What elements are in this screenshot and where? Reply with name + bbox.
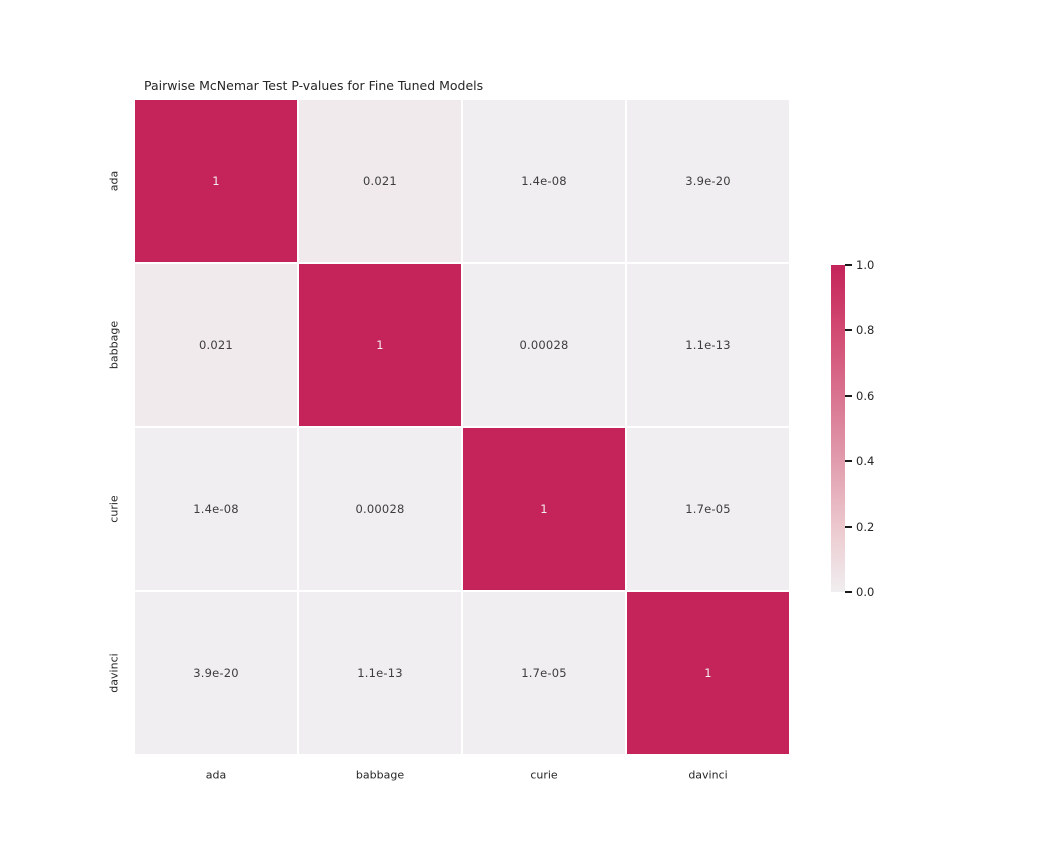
colorbar-tick-mark [845,525,852,528]
colorbar-tick-label-0.4: 0.4 [856,454,875,469]
heatmap-cell-ada-curie: 1.4e-08 [463,100,625,262]
colorbar [831,265,845,592]
heatmap-cell-babbage-davinci: 1.1e-13 [627,264,789,426]
heatmap-cell-davinci-curie: 1.7e-05 [463,592,625,754]
heatmap-cell-curie-curie: 1 [463,428,625,590]
heatmap-cell-curie-davinci: 1.7e-05 [627,428,789,590]
colorbar-tick-label-0.6: 0.6 [856,388,875,403]
y-tick-label-babbage: babbage [107,320,121,370]
heatmap-cell-babbage-ada: 0.021 [135,264,297,426]
x-tick-label-babbage: babbage [355,768,405,782]
colorbar-tick-mark [845,329,852,332]
colorbar-tick-mark [845,460,852,463]
chart-title: Pairwise McNemar Test P-values for Fine … [144,78,484,93]
heatmap-cell-babbage-babbage: 1 [299,264,461,426]
x-tick-label-curie: curie [530,768,558,782]
heatmap-cell-ada-ada: 1 [135,100,297,262]
heatmap-grid: 1 0.021 1.4e-08 3.9e-20 0.021 1 0.00028 1.1e-13… [135,100,789,754]
colorbar-tick-mark [845,264,852,266]
colorbar-tick-label-0.0: 0.0 [856,585,875,599]
heatmap-cell-curie-babbage: 0.00028 [299,428,461,590]
heatmap-cell-davinci-ada: 3.9e-20 [135,592,297,754]
y-tick-label-ada: ada [107,170,121,192]
heatmap-cell-ada-babbage: 0.021 [299,100,461,262]
heatmap-cell-babbage-curie: 0.00028 [463,264,625,426]
y-tick-label-curie: curie [107,495,121,523]
colorbar-tick-label-0.2: 0.2 [856,519,875,534]
heatmap-cell-curie-ada: 1.4e-08 [135,428,297,590]
colorbar-tick-mark [845,394,852,397]
heatmap-cell-ada-davinci: 3.9e-20 [627,100,789,262]
heatmap-cell-davinci-davinci: 1 [627,592,789,754]
colorbar-tick-label-1.0: 1.0 [856,258,875,272]
x-tick-label-davinci: davinci [688,768,728,782]
heatmap-cell-davinci-babbage: 1.1e-13 [299,592,461,754]
y-tick-label-davinci: davinci [107,653,121,693]
colorbar-tick-mark [845,591,852,593]
x-tick-label-ada: ada [205,768,227,782]
colorbar-tick-label-0.8: 0.8 [856,323,875,338]
